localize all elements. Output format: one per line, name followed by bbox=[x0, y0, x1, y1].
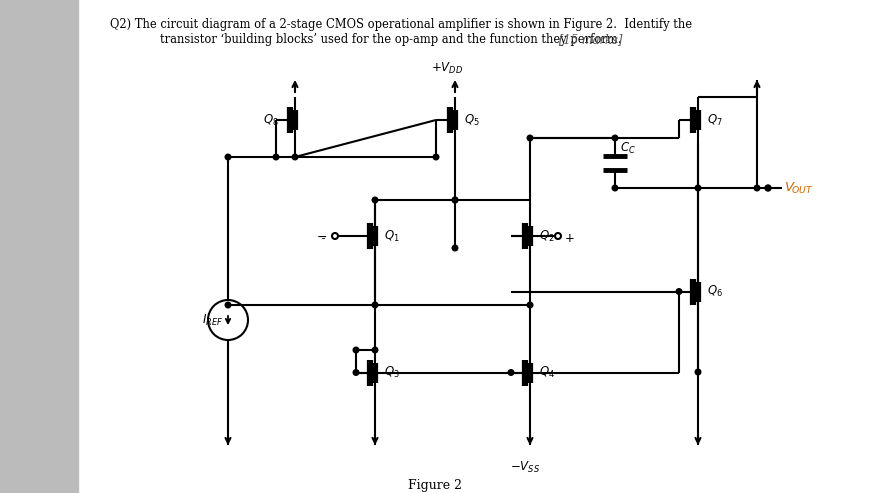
Circle shape bbox=[453, 245, 458, 251]
Circle shape bbox=[695, 369, 701, 375]
Text: $C_C$: $C_C$ bbox=[620, 141, 636, 156]
Text: $Q_3$: $Q_3$ bbox=[384, 365, 400, 380]
Text: $Q_2$: $Q_2$ bbox=[539, 228, 554, 244]
Circle shape bbox=[225, 302, 231, 308]
Text: $-V_{SS}$: $-V_{SS}$ bbox=[510, 460, 540, 475]
Circle shape bbox=[372, 197, 378, 203]
Circle shape bbox=[274, 154, 279, 160]
Text: [15 marks]: [15 marks] bbox=[548, 33, 623, 46]
Text: Figure 2: Figure 2 bbox=[408, 479, 462, 492]
Text: $\bar{\ }$: $\bar{\ }$ bbox=[321, 234, 327, 243]
Circle shape bbox=[453, 197, 458, 203]
Text: $Q_8$: $Q_8$ bbox=[263, 112, 279, 128]
Circle shape bbox=[372, 302, 378, 308]
Circle shape bbox=[695, 185, 701, 191]
Circle shape bbox=[765, 185, 771, 191]
Circle shape bbox=[508, 370, 514, 375]
Text: Q2) The circuit diagram of a 2-stage CMOS operational amplifier is shown in Figu: Q2) The circuit diagram of a 2-stage CMO… bbox=[110, 18, 692, 31]
Text: $I_{REF}$: $I_{REF}$ bbox=[202, 313, 223, 327]
Circle shape bbox=[612, 135, 617, 141]
Text: $+$: $+$ bbox=[564, 232, 574, 245]
Text: $Q_7$: $Q_7$ bbox=[707, 112, 723, 128]
Circle shape bbox=[612, 185, 617, 191]
Circle shape bbox=[372, 347, 378, 353]
Text: $Q_4$: $Q_4$ bbox=[539, 365, 555, 380]
Text: $+V_{DD}$: $+V_{DD}$ bbox=[431, 61, 463, 75]
Text: $\!\mathit{V}\!_{\mathit{OUT}}$: $\!\mathit{V}\!_{\mathit{OUT}}$ bbox=[785, 180, 813, 196]
Bar bbox=[0, 0, 78, 493]
Text: $Q_6$: $Q_6$ bbox=[707, 284, 723, 299]
Text: $Q_5$: $Q_5$ bbox=[464, 112, 480, 128]
Circle shape bbox=[527, 302, 533, 308]
Circle shape bbox=[453, 197, 458, 203]
Circle shape bbox=[353, 370, 359, 375]
Circle shape bbox=[292, 154, 298, 160]
Circle shape bbox=[754, 185, 759, 191]
Text: transistor ‘building blocks’ used for the op-amp and the function they perform.: transistor ‘building blocks’ used for th… bbox=[160, 33, 622, 46]
Circle shape bbox=[353, 347, 359, 353]
Circle shape bbox=[433, 154, 438, 160]
Circle shape bbox=[676, 289, 681, 294]
Circle shape bbox=[225, 154, 231, 160]
Text: $Q_1$: $Q_1$ bbox=[384, 228, 400, 244]
Circle shape bbox=[527, 135, 533, 141]
Text: $-$: $-$ bbox=[316, 230, 327, 243]
